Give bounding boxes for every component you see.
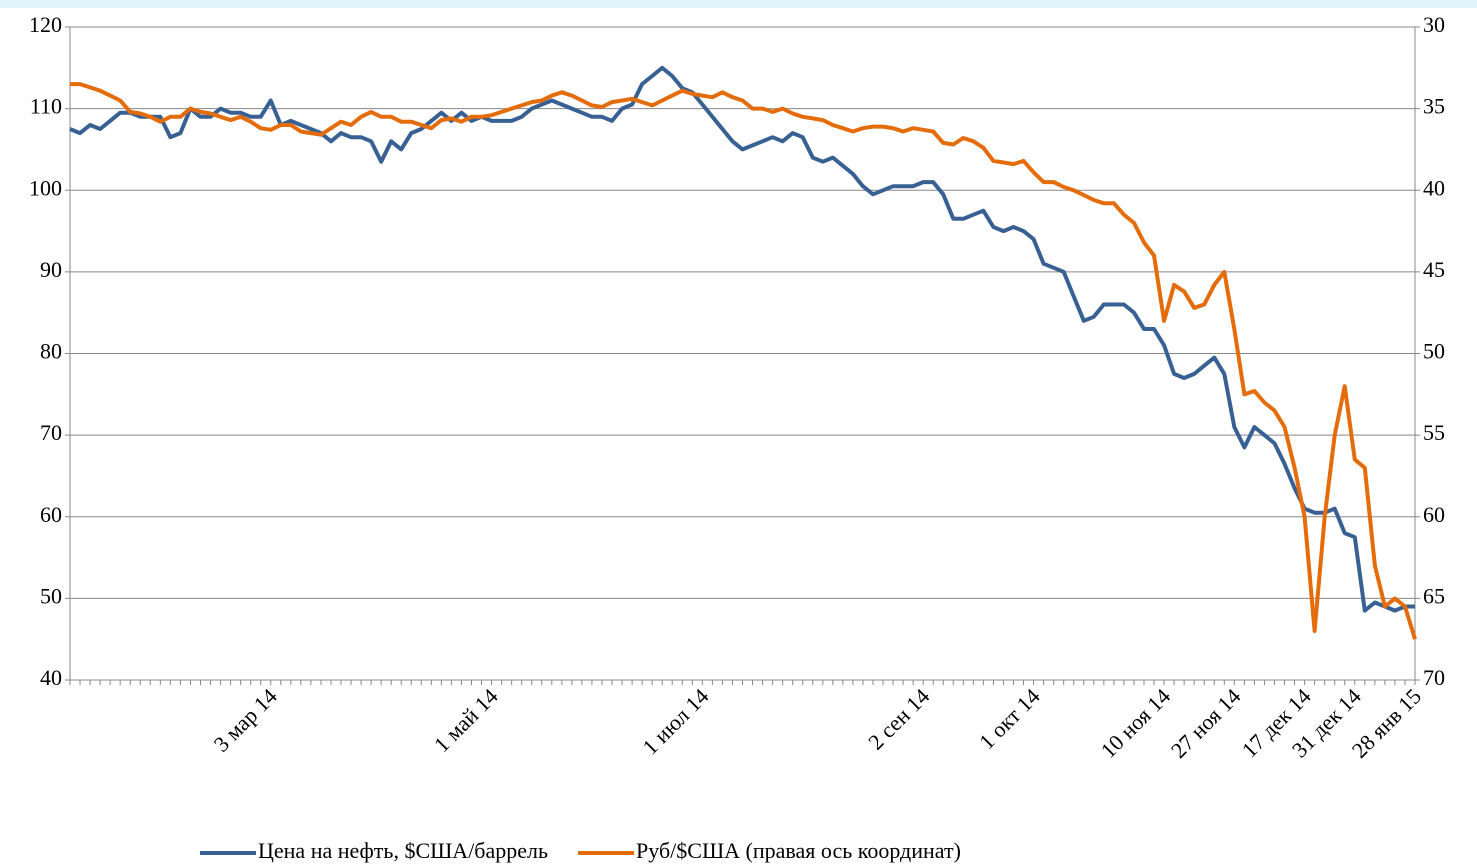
series-line bbox=[69, 65, 1415, 613]
x-tick-label: 3 мар 14 bbox=[209, 683, 282, 756]
y2-tick-label: 55 bbox=[1423, 420, 1445, 445]
x-tick-label: 2 сен 14 bbox=[863, 683, 934, 754]
y-tick-label: 60 bbox=[40, 502, 62, 527]
x-tick-label: 1 окт 14 bbox=[974, 683, 1045, 754]
y-tick-label: 120 bbox=[29, 12, 62, 37]
x-tick-label: 1 май 14 bbox=[429, 683, 503, 757]
series-line bbox=[70, 82, 1417, 640]
y-tick-label: 80 bbox=[40, 339, 62, 364]
y-tick-label: 40 bbox=[40, 665, 62, 690]
y2-tick-label: 50 bbox=[1423, 339, 1445, 364]
y2-tick-label: 65 bbox=[1423, 583, 1445, 608]
y2-tick-label: 35 bbox=[1423, 94, 1445, 119]
y-tick-label: 70 bbox=[40, 420, 62, 445]
x-tick-label: 10 ноя 14 bbox=[1096, 683, 1176, 763]
legend-label: Цена на нефть, $США/баррель bbox=[258, 838, 548, 863]
y-tick-label: 100 bbox=[29, 175, 62, 200]
y2-tick-label: 45 bbox=[1423, 257, 1445, 282]
x-tick-label: 1 июл 14 bbox=[637, 683, 713, 759]
y2-tick-label: 30 bbox=[1423, 12, 1445, 37]
top-band bbox=[0, 0, 1477, 8]
y2-tick-label: 60 bbox=[1423, 502, 1445, 527]
x-tick-label: 27 ноя 14 bbox=[1166, 683, 1246, 763]
y2-tick-label: 40 bbox=[1423, 175, 1445, 200]
y-tick-label: 110 bbox=[30, 94, 62, 119]
y-tick-label: 50 bbox=[40, 583, 62, 608]
y2-tick-label: 70 bbox=[1423, 665, 1445, 690]
legend-label: Руб/$США (правая ось координат) bbox=[636, 838, 961, 863]
y-tick-label: 90 bbox=[40, 257, 62, 282]
